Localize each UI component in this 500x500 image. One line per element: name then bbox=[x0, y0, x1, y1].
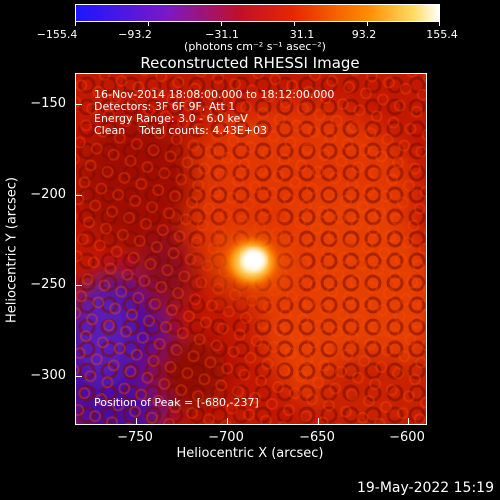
x-tick bbox=[318, 418, 319, 424]
colorbar-gradient bbox=[76, 5, 439, 21]
y-tick bbox=[76, 376, 82, 377]
x-tick-label: −600 bbox=[389, 430, 425, 445]
x-tick-label: −700 bbox=[208, 430, 244, 445]
colorbar-tick bbox=[439, 22, 440, 26]
rhessi-image bbox=[76, 74, 426, 424]
info-line-detectors: Detectors: 3F 6F 9F, Att 1 bbox=[94, 100, 236, 113]
plot-title: Reconstructed RHESSI Image bbox=[140, 54, 360, 72]
info-line-energy: Energy Range: 3.0 - 6.0 keV bbox=[94, 112, 248, 125]
colorbar bbox=[75, 4, 440, 22]
colorbar-tick-label: 31.1 bbox=[289, 28, 315, 41]
x-tick bbox=[227, 418, 228, 424]
colorbar-tick bbox=[148, 22, 149, 26]
y-tick-label: −250 bbox=[30, 277, 66, 292]
y-tick-label: −200 bbox=[30, 187, 66, 202]
y-tick-label: −150 bbox=[30, 96, 66, 111]
x-tick-label: −650 bbox=[299, 430, 335, 445]
colorbar-tick bbox=[294, 22, 295, 26]
colorbar-tick-label: 155.4 bbox=[426, 28, 458, 41]
colorbar-tick-label: 93.2 bbox=[351, 28, 377, 41]
colorbar-tick-label: −93.2 bbox=[118, 28, 152, 41]
y-axis-title: Heliocentric Y (arcsec) bbox=[4, 177, 20, 323]
colorbar-tick bbox=[75, 22, 76, 26]
y-tick bbox=[76, 285, 82, 286]
colorbar-tick-label: −31.1 bbox=[205, 28, 239, 41]
x-tick-label: −750 bbox=[117, 430, 153, 445]
colorbar-units: (photons cm⁻² s⁻¹ asec⁻²) bbox=[184, 40, 326, 53]
y-tick-label: −300 bbox=[30, 368, 66, 383]
info-line-time: 16-Nov-2014 18:08:00.000 to 18:12:00.000 bbox=[94, 88, 335, 101]
x-axis-title: Heliocentric X (arcsec) bbox=[176, 446, 324, 461]
colorbar-tick-label: −155.4 bbox=[36, 28, 78, 41]
flare-source bbox=[178, 204, 318, 324]
colorbar-tick bbox=[221, 22, 222, 26]
peak-position-text: Position of Peak = [-680,-237] bbox=[94, 396, 259, 409]
footer-timestamp: 19-May-2022 15:19 bbox=[356, 480, 494, 496]
y-tick bbox=[76, 104, 82, 105]
y-tick bbox=[76, 195, 82, 196]
x-tick bbox=[136, 418, 137, 424]
colorbar-tick bbox=[367, 22, 368, 26]
x-tick bbox=[408, 418, 409, 424]
info-line-counts: Clean Total counts: 4.43E+03 bbox=[94, 124, 268, 137]
rhessi-image-plot: 16-Nov-2014 18:08:00.000 to 18:12:00.000… bbox=[75, 73, 427, 425]
